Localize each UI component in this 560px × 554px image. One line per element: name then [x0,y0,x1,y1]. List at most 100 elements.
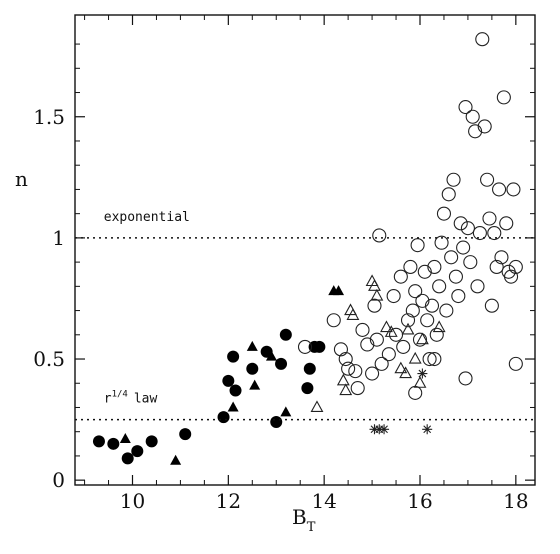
data-point-open-circle [472,225,487,241]
data-point-filled-circle [145,435,158,448]
data-point-open-triangle [380,320,393,333]
data-point-filled-circle [92,435,105,448]
data-point-asterisk [422,424,433,435]
data-point-open-circle [326,313,341,328]
data-point-open-circle [415,293,430,308]
data-point-filled-circle [121,452,134,465]
data-marks [92,32,523,465]
data-point-filled-triangle [246,340,258,351]
data-point-open-circle [475,32,490,47]
data-point-open-triangle [413,376,427,388]
data-point-open-circle [403,259,418,275]
data-point-open-circle [441,187,456,202]
x-axis-label-subscript: T [307,520,316,535]
data-point-open-circle [494,250,509,265]
data-point-open-circle [400,313,416,328]
data-point-open-circle [297,339,313,354]
data-point-open-circle [496,90,511,105]
data-point-filled-triangle [227,401,239,412]
data-point-open-circle [460,221,475,236]
data-point-open-circle [465,109,480,124]
axis-ticks: 10 12 14 16 18 0 0.5 1 1.5 [33,15,535,513]
data-point-open-circle [484,298,499,313]
data-point-open-circle [393,269,408,284]
exponential-label: exponential [104,210,190,225]
r-quarter-law-label: r1/4 law [104,390,158,407]
data-point-open-circle [458,100,473,115]
data-point-open-circle [405,303,420,318]
data-point-open-circle [424,298,440,313]
data-point-open-circle [499,216,514,231]
y-tick-label: 0 [52,468,65,492]
data-point-open-triangle [415,332,429,345]
data-point-open-circle [487,225,502,241]
data-point-open-circle [381,347,396,362]
data-point-open-circle [432,279,447,294]
data-point-open-circle [355,322,370,337]
data-point-open-circle [427,259,442,275]
data-point-filled-circle [313,340,326,353]
data-point-open-triangle [399,366,413,379]
data-point-asterisk [379,424,390,435]
data-point-open-triangle [339,383,353,396]
data-point-open-circle [374,356,389,371]
data-point-open-circle [348,364,363,379]
y-axis-label: n [15,167,28,191]
data-point-open-triangle [408,351,422,364]
data-point-filled-triangle [170,454,182,465]
data-point-filled-circle [227,350,240,363]
data-point-open-circle [360,337,375,352]
data-point-open-circle [482,211,497,226]
data-point-open-circle [468,124,483,139]
data-point-open-triangle [384,325,398,337]
data-point-open-circle [338,351,353,367]
data-point-open-circle [489,259,504,275]
data-point-open-circle [448,269,463,284]
data-point-open-circle [480,172,495,187]
data-point-open-triangle [346,308,360,320]
data-point-open-circle [477,119,492,134]
data-point-open-circle [451,288,466,304]
data-point-open-triangle [394,361,408,374]
data-point-open-circle [417,264,432,279]
y-tick-label: 0.5 [33,347,65,371]
data-point-open-circle [412,332,428,347]
data-point-open-triangle [432,320,446,333]
data-point-open-circle [386,288,401,304]
data-point-open-circle [444,250,459,265]
data-point-filled-circle [179,428,192,441]
data-point-open-triangle [370,288,384,301]
data-point-open-circle [367,298,382,313]
data-point-filled-circle [246,362,259,375]
x-axis-label-main: B [292,505,307,529]
data-point-open-circle [422,351,437,367]
data-point-open-triangle [368,279,381,291]
x-tick-label: 18 [503,489,528,513]
data-point-open-circle [492,182,507,197]
data-point-open-circle [388,327,404,342]
x-tick-label: 10 [120,489,145,513]
data-point-open-circle [503,269,519,284]
data-point-asterisk [417,368,428,379]
reference-lines: exponential r1/4 law [75,210,535,421]
data-point-filled-circle [107,437,120,450]
data-point-filled-circle [229,384,242,397]
data-point-open-triangle [401,322,415,335]
data-point-filled-circle [275,357,288,370]
data-point-open-circle [410,238,425,253]
data-point-open-circle [508,259,523,275]
data-point-open-circle [427,351,442,367]
data-point-open-circle [434,235,449,250]
data-point-filled-circle [131,445,144,458]
plot-frame [74,14,536,486]
data-point-filled-circle [270,416,283,429]
data-point-open-circle [369,332,384,347]
y-tick-label: 1 [52,226,65,250]
x-tick-label: 14 [311,489,336,513]
data-point-open-circle [350,381,365,396]
data-point-open-circle [436,206,452,221]
data-point-filled-circle [279,328,292,341]
data-point-open-circle [446,172,461,187]
